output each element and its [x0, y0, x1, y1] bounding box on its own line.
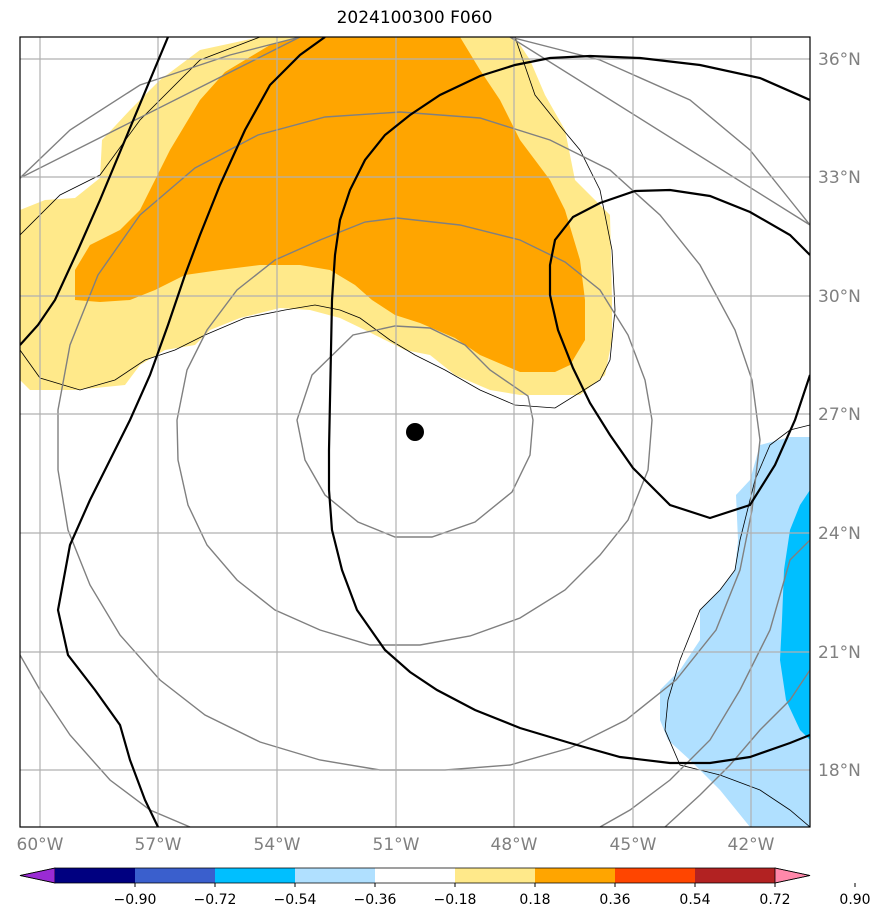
lat-label: 27°N — [818, 405, 861, 425]
colorbar-label: 0.72 — [759, 892, 790, 908]
colorbar-label: −0.90 — [114, 892, 157, 908]
colorbar-label: −0.18 — [434, 892, 477, 908]
storm-center-marker — [406, 423, 424, 441]
lat-label: 21°N — [818, 643, 861, 663]
colorbar-extend-high — [774, 867, 811, 884]
lon-label: 51°W — [373, 835, 420, 855]
colorbar-label: 0.18 — [519, 892, 550, 908]
lon-label: 54°W — [254, 835, 301, 855]
colorbar-swatch — [55, 868, 136, 883]
shading-outline — [20, 37, 261, 236]
lon-label: 48°W — [491, 835, 538, 855]
negative-shading-light — [660, 437, 810, 827]
colorbar-swatch — [135, 868, 216, 883]
colorbar: −0.90 −0.72 −0.54 −0.36 −0.18 0.18 0.36 0.54 0.7… — [19, 867, 871, 908]
lat-label: 18°N — [818, 761, 861, 781]
colorbar-swatch — [535, 868, 616, 883]
colorbar-swatch — [375, 868, 456, 883]
lat-label: 36°N — [818, 50, 861, 70]
colorbar-frame — [19, 867, 811, 884]
colorbar-label: 0.36 — [599, 892, 630, 908]
lat-label: 24°N — [818, 524, 861, 544]
colorbar-label: −0.72 — [194, 892, 237, 908]
lat-label: 33°N — [818, 168, 861, 188]
shading-outline-2 — [20, 37, 616, 409]
lat-labels: 36°N 33°N 30°N 27°N 24°N 21°N 18°N — [818, 50, 861, 781]
map-title: 2024100300 F060 — [336, 8, 493, 28]
colorbar-label: 0.54 — [679, 892, 710, 908]
colorbar-label: −0.54 — [274, 892, 317, 908]
lon-label: 60°W — [17, 835, 64, 855]
black-contours — [20, 37, 810, 827]
map-area — [20, 37, 810, 827]
colorbar-extend-low — [19, 867, 56, 884]
colorbar-swatch — [215, 868, 296, 883]
colorbar-swatch — [295, 868, 376, 883]
shading-outline-3 — [664, 424, 810, 827]
colorbar-swatch — [455, 868, 536, 883]
colorbar-label: −0.36 — [354, 892, 397, 908]
negative-shading-deep — [780, 490, 810, 740]
colorbar-label: 0.90 — [839, 892, 870, 908]
lon-label: 42°W — [728, 835, 775, 855]
lon-label: 45°W — [610, 835, 657, 855]
grid-lines — [20, 37, 810, 827]
colorbar-swatch — [615, 868, 696, 883]
map-frame — [19, 36, 811, 828]
lon-labels: 60°W 57°W 54°W 51°W 48°W 45°W 42°W — [17, 835, 775, 855]
colorbar-swatch — [695, 868, 776, 883]
lon-label: 57°W — [135, 835, 182, 855]
lat-label: 30°N — [818, 287, 861, 307]
positive-shading-orange — [75, 37, 585, 372]
